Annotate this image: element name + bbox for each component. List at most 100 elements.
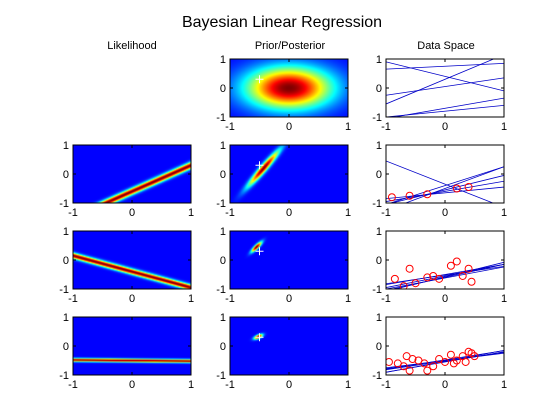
data-space-panel-row2-xtick-label: 0 (442, 207, 448, 219)
posterior-panel-row1-ytick-label: 1 (220, 54, 226, 66)
posterior-panel-row3-xtick-label: 0 (286, 293, 292, 305)
data-space-panel-row4-data-point (402, 352, 411, 361)
data-space-panel-row3-data-point (435, 274, 444, 283)
data-space-panel-row4-data-point (423, 366, 432, 375)
likelihood-panel-row4-ytick-label: 0 (63, 341, 69, 353)
likelihood-panel-row4: -1-1 0 0 1 1 (59, 312, 194, 391)
data-space-panel-row4-data-point (470, 352, 479, 361)
posterior-panel-row4-true-param-marker (255, 333, 264, 342)
posterior-panel-row4-xtick-label: 0 (286, 379, 292, 391)
column-title-prior-posterior: Prior/Posterior (255, 40, 326, 52)
data-space-panel-row2-ytick-label: 1 (376, 140, 382, 152)
data-space-panel-row2-ytick-label: 0 (376, 169, 382, 181)
data-space-panel-row1-sample-line (386, 105, 504, 117)
data-space-panel-row4-data-point (441, 357, 449, 366)
data-space-panel-row4-data-point (461, 357, 470, 366)
posterior-panel-row2-ytick-label: 0 (220, 169, 226, 181)
data-space-panel-row2-xtick-label: -1 (381, 207, 391, 219)
data-space-panel-row3-xtick-label: 1 (501, 293, 507, 305)
likelihood-panel-row4-heatmap (73, 317, 191, 375)
likelihood-panel-row3-ytick-label: 1 (63, 226, 69, 238)
data-space-panel-row3-xtick-label: -1 (381, 293, 391, 305)
data-space-panel-row4-xtick-label: 0 (442, 379, 448, 391)
data-space-panel-row1-sample-line (386, 77, 504, 96)
likelihood-panel-row2-xtick-label: -1 (68, 207, 78, 219)
likelihood-panel-row3-xtick-label: 0 (129, 293, 135, 305)
data-space-panel-row4-sample-line (386, 349, 504, 373)
data-space-panel-row2-sample-line (386, 186, 504, 200)
data-space-panel-row4-ytick-label: 1 (376, 312, 382, 324)
data-space-panel-row3-data-point (452, 257, 461, 266)
data-space-panel-row1-ytick-label: 0 (376, 83, 382, 95)
data-space-panel-row3-sample-line (393, 261, 504, 289)
data-space-panel-row4-data-point (467, 349, 476, 358)
posterior-panel-row4-ytick-label: 1 (220, 312, 226, 324)
data-space-panel-row4-data-point (449, 359, 458, 368)
posterior-panel-row2-ytick-label: -1 (216, 198, 226, 210)
data-space-panel-row2-data-point (464, 183, 473, 192)
posterior-panel-row3-ytick-label: 0 (220, 255, 226, 267)
data-space-panel-row3-ytick-label: 0 (376, 255, 382, 267)
posterior-panel-row3-ytick-label: 1 (220, 226, 226, 238)
data-space-panel-row3-data-point (390, 274, 399, 283)
likelihood-panel-row4-xtick-label: -1 (68, 379, 78, 391)
data-space-panel-row4-ytick-label: 0 (376, 341, 382, 353)
figure-title: Bayesian Linear Regression (182, 14, 382, 31)
posterior-panel-row3-xtick-label: 1 (345, 293, 351, 305)
posterior-panel-row4: -1-1 0 0 1 1 (216, 312, 351, 391)
data-space-panel-row1: -1-1 0 0 1 1 (372, 54, 507, 133)
likelihood-panel-row4-xtick-label: 0 (129, 379, 135, 391)
posterior-panel-row2: -1-1 0 0 1 1 (216, 140, 351, 219)
data-space-panel-row3-data-point (446, 261, 455, 270)
posterior-panel-row1: -1-1 0 0 1 1 (216, 54, 351, 133)
posterior-panel-row4-ytick-label: -1 (216, 370, 226, 382)
data-space-panel-row3-background (386, 231, 504, 289)
posterior-panel-row1-xtick-label: -1 (225, 121, 235, 133)
data-space-panel-row3-sample-line (386, 263, 504, 288)
data-space-panel-row4: -1-1 0 0 1 1 (372, 312, 507, 391)
likelihood-panel-row3-ytick-label: -1 (59, 284, 69, 296)
posterior-panel-row1-xtick-label: 1 (345, 121, 351, 133)
posterior-panel-row3-xtick-label: -1 (225, 293, 235, 305)
posterior-panel-row4-ytick-label: 0 (220, 341, 226, 353)
posterior-panel-row2-heatmap (230, 145, 348, 203)
likelihood-panel-row3-xtick-label: 1 (188, 293, 194, 305)
data-space-panel-row4-data-point (446, 350, 455, 359)
data-space-panel-row1-sample-line (386, 62, 504, 70)
data-space-panel-row1-xtick-label: 0 (442, 121, 448, 133)
data-space-panel-row4-data-point (452, 356, 461, 365)
posterior-panel-row4-heatmap (230, 317, 348, 375)
data-space-panel-row1-sample-line (386, 61, 504, 92)
column-title-data-space: Data Space (417, 40, 474, 52)
posterior-panel-row3: -1-1 0 0 1 1 (216, 226, 351, 305)
data-space-panel-row4-data-point (386, 357, 393, 366)
data-space-panel-row3-data-point (467, 277, 476, 286)
posterior-panel-row3-heatmap (230, 231, 348, 289)
data-space-panel-row3: -1-1 0 0 1 1 (372, 226, 507, 305)
data-space-panel-row3-data-point (464, 264, 473, 273)
data-space-panel-row3-xtick-label: 0 (442, 293, 448, 305)
data-space-panel-row2-sample-line (390, 175, 504, 203)
data-space-panel-row2-data-point (387, 193, 396, 202)
posterior-panel-row1-heatmap (230, 59, 348, 117)
likelihood-panel-row3-xtick-label: -1 (68, 293, 78, 305)
likelihood-panel-row2: -1-1 0 0 1 1 (59, 140, 194, 219)
posterior-panel-row3-ytick-label: -1 (216, 284, 226, 296)
data-space-panel-row4-ytick-label: -1 (372, 370, 382, 382)
posterior-panel-row2-xtick-label: -1 (225, 207, 235, 219)
data-space-panel-row3-ytick-label: 1 (376, 226, 382, 238)
data-space-panel-row2-data-point (423, 190, 432, 199)
data-space-panel-row4-xtick-label: -1 (381, 379, 391, 391)
data-space-panel-row2-data-point (405, 191, 414, 200)
data-space-panel-row4-data-point (429, 362, 438, 371)
data-space-panel-row1-ytick-label: -1 (372, 112, 382, 124)
data-space-panel-row3-data-point (405, 264, 414, 273)
data-space-panel-row4-data-point (420, 359, 429, 368)
data-space-panel-row4-sample-line (386, 351, 504, 370)
likelihood-panel-row3: -1-1 0 0 1 1 (59, 226, 194, 305)
posterior-panel-row1-ytick-label: 0 (220, 83, 226, 95)
likelihood-panel-row3-ytick-label: 0 (63, 255, 69, 267)
data-space-panel-row4-data-point (399, 362, 408, 371)
data-space-panel-row2-sample-line (386, 160, 495, 203)
data-space-panel-row2-sample-line (386, 180, 504, 202)
